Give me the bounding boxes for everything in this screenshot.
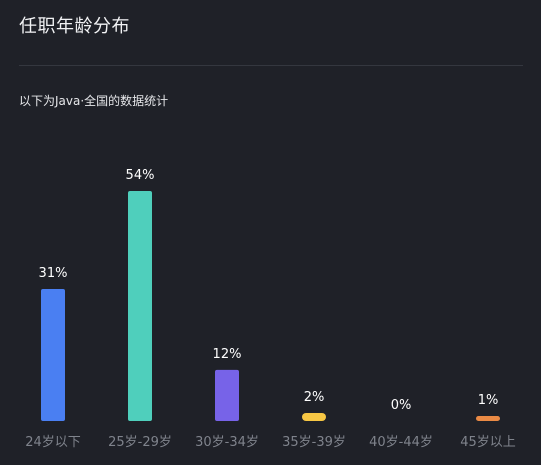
page-title: 任职年龄分布	[19, 16, 130, 37]
x-tick-label-0: 24岁以下	[25, 435, 81, 450]
bar-0	[41, 288, 65, 421]
bar-value-label-3: 2%	[304, 390, 325, 405]
bar-value-label-2: 12%	[213, 347, 242, 362]
x-tick-label-5: 45岁以上	[460, 435, 516, 450]
bar-value-label-5: 1%	[478, 393, 499, 408]
bar-1	[128, 191, 152, 421]
bar-5	[476, 416, 500, 421]
x-tick-label-3: 35岁-39岁	[282, 435, 346, 450]
header-divider	[19, 65, 523, 66]
bar-value-label-4: 0%	[391, 398, 412, 413]
x-tick-label-4: 40岁-44岁	[369, 435, 433, 450]
x-tick-label-2: 30岁-34岁	[195, 435, 259, 450]
chart-subtitle: 以下为Java·全国的数据统计	[19, 94, 169, 108]
bar-3	[302, 413, 326, 421]
x-tick-label-1: 25岁-29岁	[108, 435, 172, 450]
bar-value-label-1: 54%	[126, 168, 155, 183]
bar-2	[215, 369, 239, 421]
bar-value-label-0: 31%	[39, 266, 68, 281]
